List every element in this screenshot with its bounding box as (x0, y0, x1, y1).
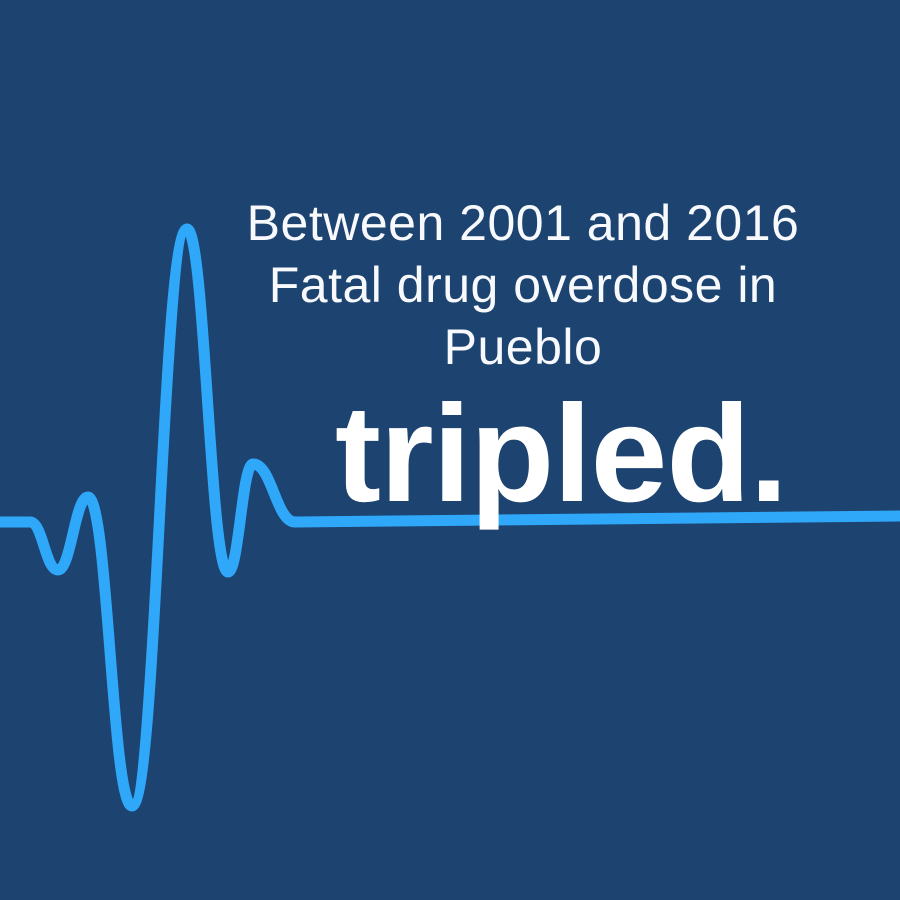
headline: Between 2001 and 2016 Fatal drug overdos… (223, 192, 823, 378)
heartbeat-path (0, 223, 900, 812)
headline-line-3: Pueblo (443, 319, 603, 375)
emphasis-word: tripled. (334, 377, 788, 531)
headline-line-1: Between 2001 and 2016 (246, 195, 800, 251)
headline-line-2: Fatal drug overdose in (268, 257, 778, 313)
